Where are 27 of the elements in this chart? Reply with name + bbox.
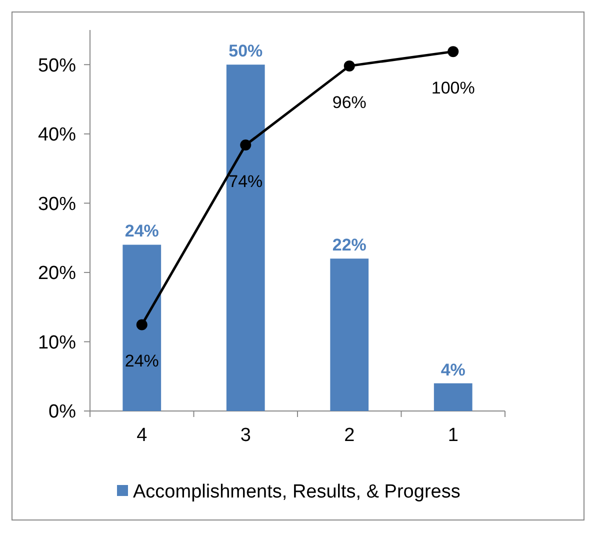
data-label: 50% [228,42,263,61]
point [448,46,459,58]
bar [330,258,369,411]
data-label: 4% [440,360,466,380]
data-label: 96% [332,92,366,112]
y-tick-label: 50% [38,55,76,76]
legend-label: Accomplishments, Results, & Progress [133,482,460,503]
bar [434,383,472,411]
x-tick-label: 4 [136,425,148,446]
x-tick-label: 3 [240,425,251,446]
x-tick-label: 1 [448,425,458,446]
bar [122,244,162,411]
y-tick-label: 10% [38,332,76,354]
point [344,60,355,72]
data-label: 22% [332,236,366,255]
data-label: 24% [124,352,159,371]
y-tick-label: 0% [48,402,76,423]
data-label: 100% [431,78,475,98]
bar [226,64,265,411]
point [240,140,252,151]
y-tick-label: 20% [38,263,76,284]
data-label: 74% [228,172,263,192]
x-tick-label: 2 [344,425,355,446]
data-label: 24% [124,222,159,241]
y-tick-label: 30% [38,194,76,215]
point [136,319,148,330]
y-tick-label: 40% [38,124,76,146]
